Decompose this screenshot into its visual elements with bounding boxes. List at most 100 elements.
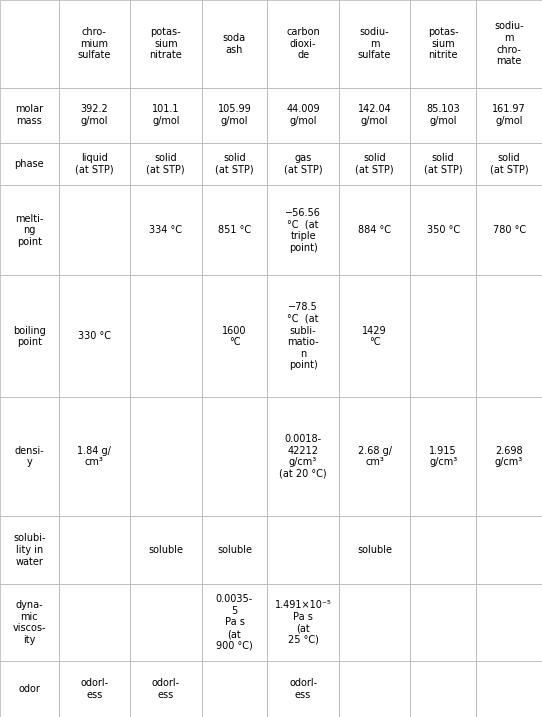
- Bar: [267, 660, 339, 717]
- Bar: [410, 660, 476, 717]
- Bar: [130, 660, 202, 717]
- Text: melti-
ng
point: melti- ng point: [15, 214, 43, 247]
- Text: 334 °C: 334 °C: [149, 225, 182, 235]
- Text: 1600
°C: 1600 °C: [222, 326, 247, 347]
- Text: solid
(at STP): solid (at STP): [490, 153, 528, 175]
- Bar: [267, 143, 339, 186]
- Bar: [339, 143, 410, 186]
- Bar: [267, 87, 339, 143]
- Text: odor: odor: [18, 684, 40, 694]
- Bar: [410, 516, 476, 584]
- Bar: [339, 397, 410, 516]
- Text: sodiu-
m
sulfate: sodiu- m sulfate: [358, 27, 391, 60]
- Text: −56.56
°C  (at
triple
point): −56.56 °C (at triple point): [285, 208, 321, 253]
- Text: gas
(at STP): gas (at STP): [284, 153, 322, 175]
- Bar: [476, 87, 542, 143]
- Bar: [339, 660, 410, 717]
- Text: boiling
point: boiling point: [13, 326, 46, 347]
- Text: 1.84 g/
cm³: 1.84 g/ cm³: [78, 446, 111, 467]
- Bar: [476, 275, 542, 397]
- Bar: [476, 143, 542, 186]
- Text: densi-
y: densi- y: [15, 446, 44, 467]
- Bar: [476, 0, 542, 87]
- Text: 142.04
g/mol: 142.04 g/mol: [358, 105, 391, 126]
- Text: 2.68 g/
cm³: 2.68 g/ cm³: [358, 446, 391, 467]
- Bar: [59, 87, 130, 143]
- Text: molar
mass: molar mass: [15, 105, 43, 126]
- Bar: [130, 186, 202, 275]
- Text: odorl-
ess: odorl- ess: [152, 678, 180, 700]
- Bar: [130, 87, 202, 143]
- Bar: [267, 0, 339, 87]
- Bar: [202, 87, 267, 143]
- Text: carbon
dioxi-
de: carbon dioxi- de: [286, 27, 320, 60]
- Text: odorl-
ess: odorl- ess: [289, 678, 317, 700]
- Bar: [476, 186, 542, 275]
- Bar: [267, 516, 339, 584]
- Bar: [0, 397, 59, 516]
- Bar: [59, 584, 130, 660]
- Text: 330 °C: 330 °C: [78, 331, 111, 341]
- Bar: [202, 584, 267, 660]
- Text: 0.0018-
42212
g/cm³
(at 20 °C): 0.0018- 42212 g/cm³ (at 20 °C): [279, 434, 327, 479]
- Bar: [410, 143, 476, 186]
- Text: solid
(at STP): solid (at STP): [215, 153, 254, 175]
- Text: 44.009
g/mol: 44.009 g/mol: [286, 105, 320, 126]
- Bar: [410, 0, 476, 87]
- Text: solid
(at STP): solid (at STP): [424, 153, 462, 175]
- Bar: [0, 186, 59, 275]
- Text: soda
ash: soda ash: [223, 33, 246, 54]
- Bar: [130, 584, 202, 660]
- Text: 1.491×10⁻⁵
Pa s
(at
25 °C): 1.491×10⁻⁵ Pa s (at 25 °C): [275, 600, 332, 645]
- Bar: [0, 584, 59, 660]
- Text: 2.698
g/cm³: 2.698 g/cm³: [495, 446, 523, 467]
- Text: 350 °C: 350 °C: [427, 225, 460, 235]
- Text: liquid
(at STP): liquid (at STP): [75, 153, 114, 175]
- Bar: [59, 397, 130, 516]
- Bar: [202, 143, 267, 186]
- Bar: [130, 516, 202, 584]
- Bar: [410, 275, 476, 397]
- Text: potas-
sium
nitrite: potas- sium nitrite: [428, 27, 459, 60]
- Text: 884 °C: 884 °C: [358, 225, 391, 235]
- Bar: [410, 87, 476, 143]
- Bar: [339, 186, 410, 275]
- Bar: [339, 275, 410, 397]
- Bar: [59, 143, 130, 186]
- Text: 0.0035-
5
Pa s
(at
900 °C): 0.0035- 5 Pa s (at 900 °C): [216, 594, 253, 650]
- Text: odorl-
ess: odorl- ess: [80, 678, 108, 700]
- Text: −78.5
°C  (at
subli-
matio-
n
point): −78.5 °C (at subli- matio- n point): [287, 303, 319, 371]
- Bar: [130, 275, 202, 397]
- Text: solid
(at STP): solid (at STP): [355, 153, 394, 175]
- Bar: [410, 186, 476, 275]
- Bar: [339, 584, 410, 660]
- Text: 1.915
g/cm³: 1.915 g/cm³: [429, 446, 457, 467]
- Bar: [202, 0, 267, 87]
- Bar: [0, 87, 59, 143]
- Text: soluble: soluble: [357, 545, 392, 555]
- Bar: [476, 516, 542, 584]
- Text: potas-
sium
nitrate: potas- sium nitrate: [150, 27, 182, 60]
- Text: 101.1
g/mol: 101.1 g/mol: [152, 105, 179, 126]
- Bar: [339, 0, 410, 87]
- Text: 85.103
g/mol: 85.103 g/mol: [427, 105, 460, 126]
- Bar: [130, 143, 202, 186]
- Bar: [0, 0, 59, 87]
- Text: 105.99
g/mol: 105.99 g/mol: [217, 105, 251, 126]
- Text: phase: phase: [15, 159, 44, 169]
- Text: 780 °C: 780 °C: [493, 225, 526, 235]
- Bar: [202, 186, 267, 275]
- Text: soluble: soluble: [149, 545, 183, 555]
- Bar: [202, 397, 267, 516]
- Bar: [410, 397, 476, 516]
- Text: solubi-
lity in
water: solubi- lity in water: [13, 533, 46, 566]
- Bar: [59, 516, 130, 584]
- Bar: [476, 397, 542, 516]
- Text: chro-
mium
sulfate: chro- mium sulfate: [78, 27, 111, 60]
- Text: sodiu-
m
chro-
mate: sodiu- m chro- mate: [494, 22, 524, 66]
- Bar: [476, 660, 542, 717]
- Text: 1429
°C: 1429 °C: [362, 326, 387, 347]
- Text: 161.97
g/mol: 161.97 g/mol: [492, 105, 526, 126]
- Bar: [339, 516, 410, 584]
- Bar: [0, 275, 59, 397]
